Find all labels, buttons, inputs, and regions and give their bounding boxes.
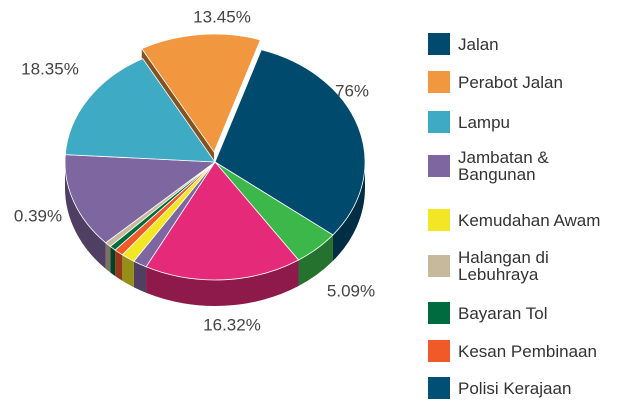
- legend-label: Kemudahan Awam: [458, 210, 601, 230]
- legend-item: Polisi Kerajaan: [428, 370, 628, 406]
- legend-item: Perabot Jalan: [428, 64, 628, 100]
- legend-swatch: [428, 340, 450, 362]
- legend-item: Bayaran Tol: [428, 295, 628, 331]
- pie-slice: [214, 49, 366, 236]
- legend-item: Jambatan & Bangunan: [428, 148, 628, 184]
- pie-side: [122, 254, 134, 288]
- pie-slice: [64, 58, 216, 163]
- legend-swatch: [428, 71, 450, 93]
- pie-side: [105, 242, 111, 273]
- legend-swatch: [428, 255, 450, 277]
- pie-label: 5.09%: [327, 281, 375, 300]
- legend-item: Jalan: [428, 26, 628, 62]
- pie-label: 16.32%: [203, 315, 261, 334]
- legend-swatch: [428, 377, 450, 399]
- pie-side: [298, 234, 333, 287]
- pie-side: [332, 162, 365, 261]
- legend-swatch: [428, 111, 450, 133]
- pie-slice: [141, 33, 261, 153]
- legend-label: Lampu: [458, 112, 510, 132]
- legend-label: Halangan di Lebuhraya: [458, 248, 549, 284]
- pie-label: 13.45%: [193, 7, 251, 26]
- legend-swatch: [428, 302, 450, 324]
- legend-swatch: [428, 209, 450, 231]
- pie-slice: [145, 161, 300, 281]
- pie-label: 76%: [335, 81, 369, 100]
- legend-label: Polisi Kerajaan: [458, 378, 572, 398]
- pie-label: 0.39%: [14, 206, 62, 225]
- pie-label: 18.35%: [21, 59, 79, 78]
- pie-tops: [64, 33, 366, 281]
- pie-side: [110, 246, 116, 277]
- pie-side: [115, 250, 123, 281]
- legend-item: Kemudahan Awam: [428, 202, 628, 238]
- legend-item: Lampu: [428, 104, 628, 140]
- legend-label: Perabot Jalan: [458, 72, 563, 92]
- pie-side: [133, 261, 147, 293]
- legend-label: Kesan Pembinaan: [458, 341, 597, 361]
- pie-side: [65, 162, 106, 269]
- legend-item: Kesan Pembinaan: [428, 333, 628, 369]
- legend-label: Jalan: [458, 34, 499, 54]
- legend-label: Jambatan & Bangunan: [458, 148, 549, 184]
- legend-swatch: [428, 33, 450, 55]
- legend-swatch: [428, 155, 450, 177]
- legend-item: Halangan di Lebuhraya: [428, 248, 628, 284]
- pie-slice: [64, 154, 217, 244]
- pie-side: [146, 260, 299, 306]
- legend-label: Bayaran Tol: [458, 303, 548, 323]
